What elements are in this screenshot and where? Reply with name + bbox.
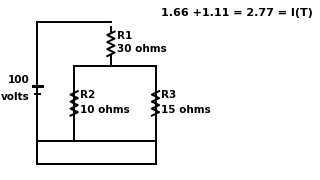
Text: R2: R2 (80, 90, 95, 100)
Text: 10 ohms: 10 ohms (80, 105, 130, 115)
Text: 1.66 +1.11 = 2.77 = I(T): 1.66 +1.11 = 2.77 = I(T) (161, 8, 313, 18)
Text: R3: R3 (161, 90, 177, 100)
Text: 100: 100 (8, 75, 30, 85)
Text: 15 ohms: 15 ohms (161, 105, 211, 115)
Text: R1: R1 (117, 31, 132, 41)
Bar (74, 66, 156, 141)
Text: volts: volts (1, 93, 30, 102)
Text: 30 ohms: 30 ohms (117, 44, 166, 54)
